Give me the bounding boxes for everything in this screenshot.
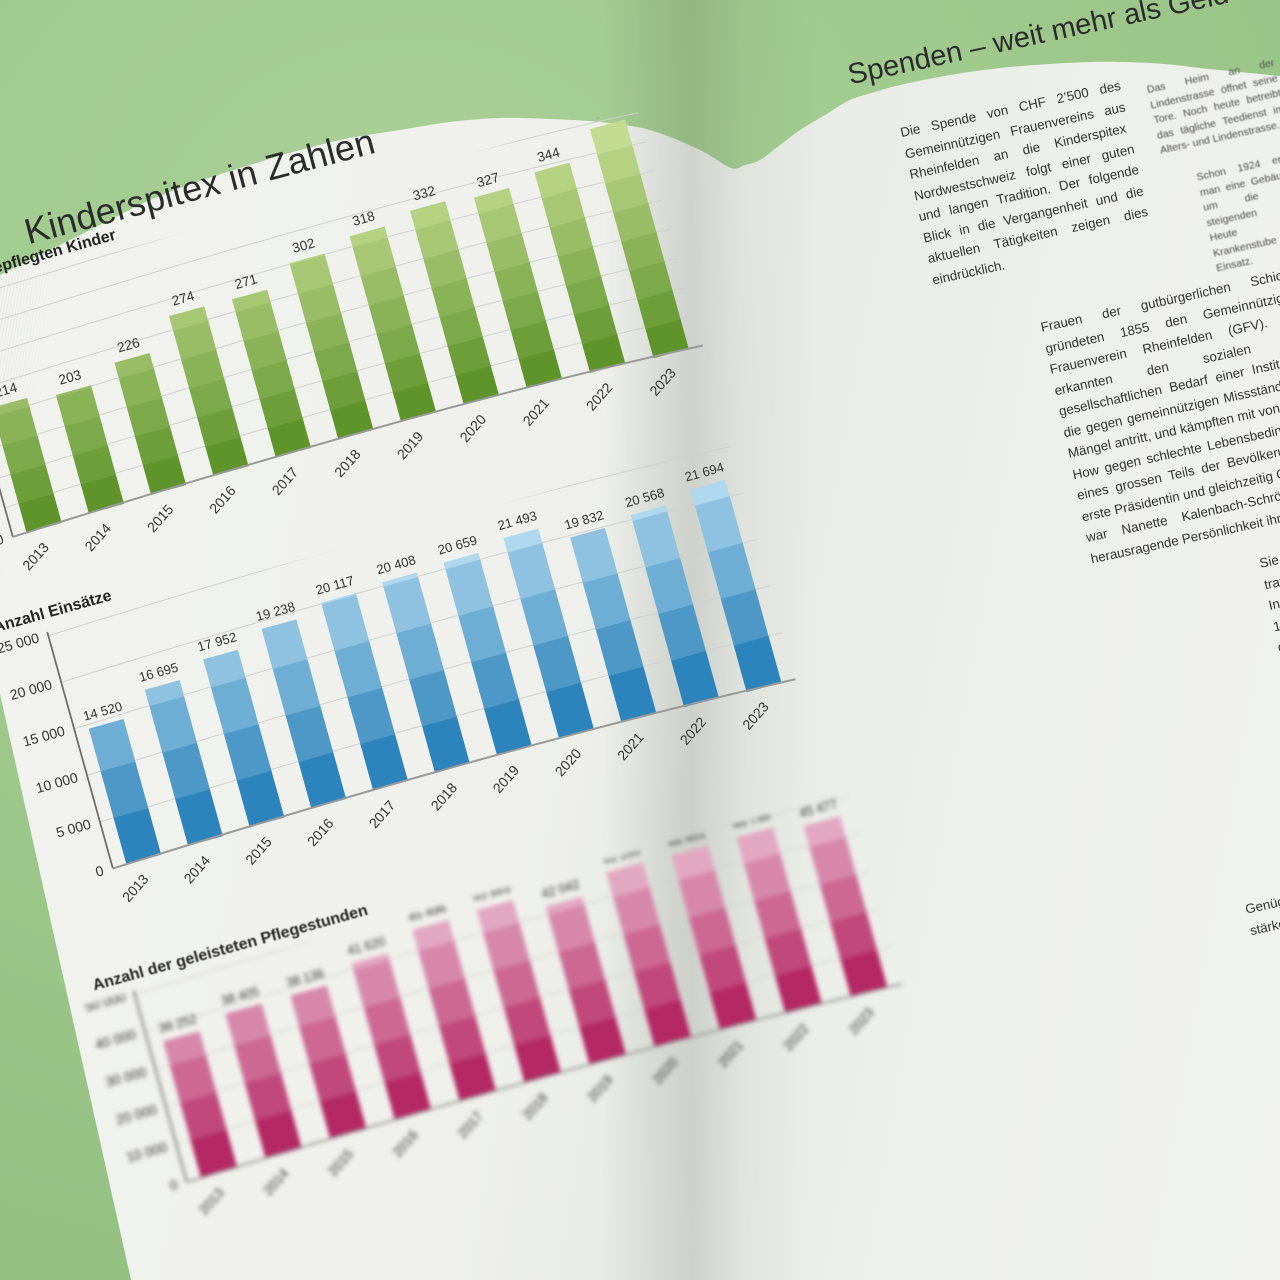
- svg-text:318: 318: [351, 208, 377, 229]
- svg-text:15 000: 15 000: [21, 723, 67, 750]
- svg-text:2019: 2019: [490, 762, 523, 796]
- svg-text:332: 332: [411, 183, 437, 204]
- svg-text:214: 214: [0, 380, 19, 401]
- svg-text:20 117: 20 117: [314, 573, 356, 598]
- svg-text:2014: 2014: [81, 520, 114, 554]
- svg-text:2013: 2013: [119, 871, 152, 905]
- svg-text:40 000: 40 000: [94, 1027, 138, 1053]
- svg-text:226: 226: [116, 335, 142, 356]
- svg-text:20 000: 20 000: [114, 1102, 158, 1128]
- svg-text:274: 274: [170, 288, 196, 309]
- svg-text:10 000: 10 000: [125, 1139, 169, 1165]
- svg-text:30 000: 30 000: [104, 1064, 148, 1090]
- svg-text:2016: 2016: [390, 1127, 421, 1160]
- svg-text:2021: 2021: [715, 1038, 746, 1071]
- svg-text:2018: 2018: [331, 446, 364, 480]
- svg-text:2015: 2015: [242, 834, 275, 868]
- svg-text:2023: 2023: [646, 365, 679, 399]
- svg-text:20 000: 20 000: [8, 676, 54, 703]
- svg-text:2023: 2023: [846, 1005, 877, 1038]
- svg-text:38 136: 38 136: [285, 966, 326, 990]
- svg-text:2018: 2018: [428, 779, 461, 813]
- svg-text:302: 302: [291, 235, 317, 256]
- svg-text:2013: 2013: [19, 539, 52, 573]
- svg-text:2017: 2017: [366, 797, 399, 831]
- svg-text:2017: 2017: [455, 1109, 486, 1142]
- svg-text:0: 0: [94, 862, 106, 880]
- svg-text:2022: 2022: [583, 379, 616, 413]
- svg-text:19 832: 19 832: [563, 507, 606, 532]
- svg-text:2022: 2022: [677, 714, 710, 748]
- svg-text:20 659: 20 659: [436, 532, 479, 557]
- svg-text:21 694: 21 694: [683, 459, 726, 484]
- svg-text:2019: 2019: [584, 1072, 615, 1105]
- svg-text:2016: 2016: [304, 815, 337, 849]
- svg-text:2014: 2014: [260, 1165, 292, 1198]
- svg-text:2018: 2018: [519, 1090, 550, 1123]
- svg-text:0: 0: [168, 1177, 180, 1194]
- svg-text:2015: 2015: [325, 1146, 356, 1179]
- svg-text:271: 271: [233, 271, 259, 292]
- svg-text:2021: 2021: [519, 395, 552, 429]
- svg-text:0: 0: [0, 531, 6, 549]
- svg-text:2016: 2016: [206, 482, 239, 516]
- svg-text:42 042: 42 042: [540, 877, 581, 901]
- svg-text:2013: 2013: [196, 1185, 227, 1218]
- svg-text:20 408: 20 408: [375, 552, 418, 577]
- svg-text:2020: 2020: [650, 1054, 682, 1087]
- svg-text:2021: 2021: [614, 729, 647, 763]
- svg-text:19 238: 19 238: [254, 599, 297, 624]
- svg-text:203: 203: [57, 367, 83, 388]
- svg-text:2020: 2020: [552, 745, 585, 779]
- svg-text:41 620: 41 620: [346, 934, 387, 958]
- svg-text:2020: 2020: [456, 411, 489, 445]
- svg-text:36 252: 36 252: [157, 1012, 198, 1036]
- svg-text:2015: 2015: [144, 501, 177, 535]
- svg-text:16 695: 16 695: [137, 660, 180, 685]
- svg-text:2019: 2019: [394, 428, 427, 462]
- svg-text:38 405: 38 405: [220, 985, 261, 1009]
- svg-text:17 952: 17 952: [196, 629, 239, 654]
- svg-text:10 000: 10 000: [34, 769, 80, 796]
- svg-text:2023: 2023: [739, 699, 772, 733]
- svg-text:20 568: 20 568: [623, 485, 666, 510]
- svg-text:5 000: 5 000: [54, 816, 92, 841]
- svg-text:327: 327: [475, 170, 501, 191]
- svg-text:2022: 2022: [780, 1021, 811, 1054]
- svg-text:2017: 2017: [269, 464, 302, 498]
- svg-text:21 493: 21 493: [496, 508, 539, 533]
- svg-text:2014: 2014: [180, 852, 213, 886]
